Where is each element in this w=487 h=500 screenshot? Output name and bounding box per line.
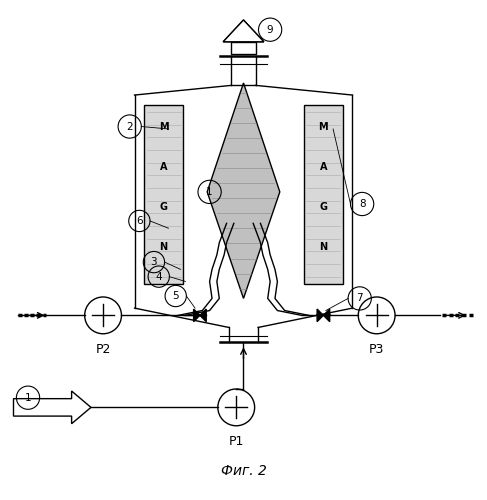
Polygon shape xyxy=(207,83,280,298)
Polygon shape xyxy=(14,391,91,424)
Text: P2: P2 xyxy=(95,344,111,356)
Text: M: M xyxy=(159,122,169,132)
Text: A: A xyxy=(160,162,168,172)
Text: 5: 5 xyxy=(172,291,179,301)
Text: 4: 4 xyxy=(155,272,162,281)
Text: N: N xyxy=(160,242,168,252)
Text: 6: 6 xyxy=(136,216,143,226)
Polygon shape xyxy=(223,20,264,42)
Polygon shape xyxy=(317,309,323,322)
Text: 7: 7 xyxy=(356,294,363,304)
Text: 2: 2 xyxy=(127,122,133,132)
Text: 9: 9 xyxy=(267,24,273,34)
Text: P1: P1 xyxy=(228,436,244,448)
Text: 8: 8 xyxy=(359,199,365,209)
Polygon shape xyxy=(200,309,206,322)
Text: 1: 1 xyxy=(25,392,31,402)
Polygon shape xyxy=(223,20,264,42)
Text: Фиг. 2: Фиг. 2 xyxy=(221,464,266,477)
Text: G: G xyxy=(319,202,327,212)
FancyBboxPatch shape xyxy=(304,104,343,284)
Polygon shape xyxy=(231,42,256,54)
Text: 3: 3 xyxy=(150,257,157,267)
Text: P3: P3 xyxy=(369,344,384,356)
FancyBboxPatch shape xyxy=(144,104,183,284)
Text: A: A xyxy=(319,162,327,172)
Polygon shape xyxy=(323,309,330,322)
Text: M: M xyxy=(318,122,328,132)
Text: G: G xyxy=(160,202,168,212)
Text: 1: 1 xyxy=(206,187,213,197)
Text: N: N xyxy=(319,242,327,252)
Polygon shape xyxy=(194,309,200,322)
